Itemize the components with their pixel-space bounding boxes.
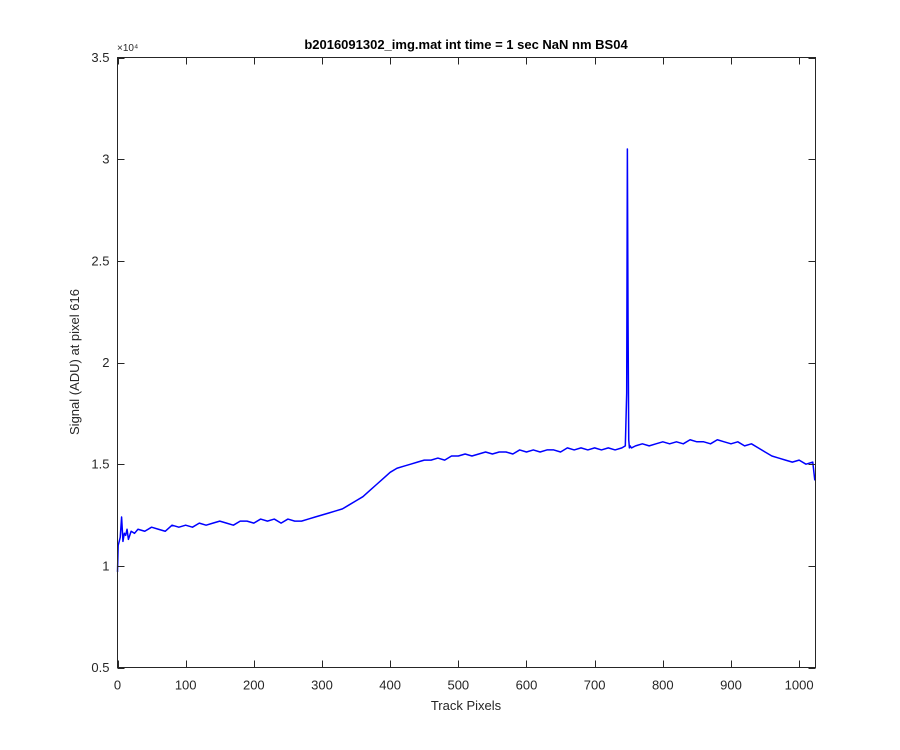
x-tick-label: 200 <box>243 678 265 693</box>
line-layer <box>116 148 816 572</box>
y-tick-label: 2.5 <box>91 253 109 268</box>
y-tick-label: 3 <box>102 152 109 167</box>
x-tick-label: 800 <box>652 678 674 693</box>
x-tick-label: 100 <box>175 678 197 693</box>
axes-frame <box>117 57 816 668</box>
axes-background <box>117 57 816 668</box>
chart-title: b2016091302_img.mat int time = 1 sec NaN… <box>304 37 628 52</box>
x-tick-label: 300 <box>311 678 333 693</box>
y-exponent-label: ×10⁴ <box>117 43 138 54</box>
x-tick-label: 0 <box>114 678 121 693</box>
x-tick-label: 500 <box>447 678 469 693</box>
y-tick-label: 3.5 <box>91 50 109 65</box>
x-tick-label: 400 <box>379 678 401 693</box>
x-tick-label: 700 <box>584 678 606 693</box>
plot-area <box>116 57 816 668</box>
x-tick-label: 1000 <box>785 678 814 693</box>
x-axis-label: Track Pixels <box>431 698 502 713</box>
x-tick-label: 600 <box>516 678 538 693</box>
y-tick-label: 0.5 <box>91 660 109 675</box>
y-tick-label: 1.5 <box>91 457 109 472</box>
y-axis-ticks: 0.5 1 1.5 2 2.5 3 3.5 <box>91 50 816 675</box>
y-axis-label: Signal (ADU) at pixel 616 <box>67 289 82 435</box>
x-tick-label: 900 <box>720 678 742 693</box>
y-tick-label: 1 <box>102 558 109 573</box>
y-tick-label: 2 <box>102 355 109 370</box>
series-line-0 <box>116 148 816 572</box>
x-axis-ticks: 0 100 200 300 400 500 600 700 800 900 1000 <box>114 57 814 693</box>
